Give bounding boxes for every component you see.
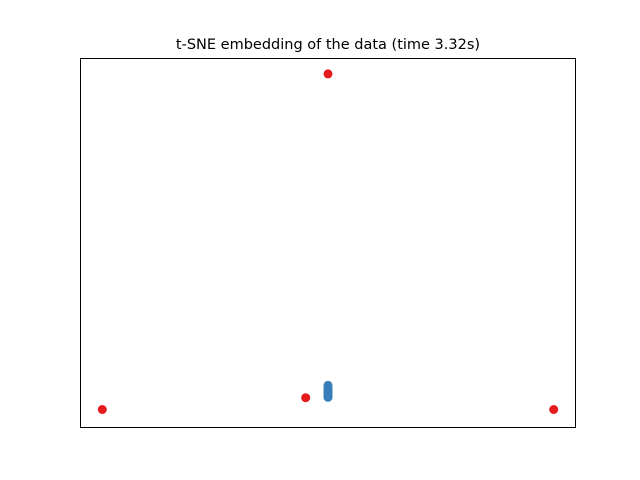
chart-title: t-SNE embedding of the data (time 3.32s)	[176, 37, 480, 53]
data-point	[549, 405, 559, 414]
data-point	[97, 405, 107, 414]
data-point	[323, 380, 333, 390]
data-points-layer	[97, 69, 559, 414]
data-point	[323, 69, 333, 79]
data-point	[301, 393, 311, 403]
plot-area-frame	[80, 58, 576, 428]
series-blue-points	[323, 380, 333, 402]
series-red-points	[97, 69, 559, 414]
